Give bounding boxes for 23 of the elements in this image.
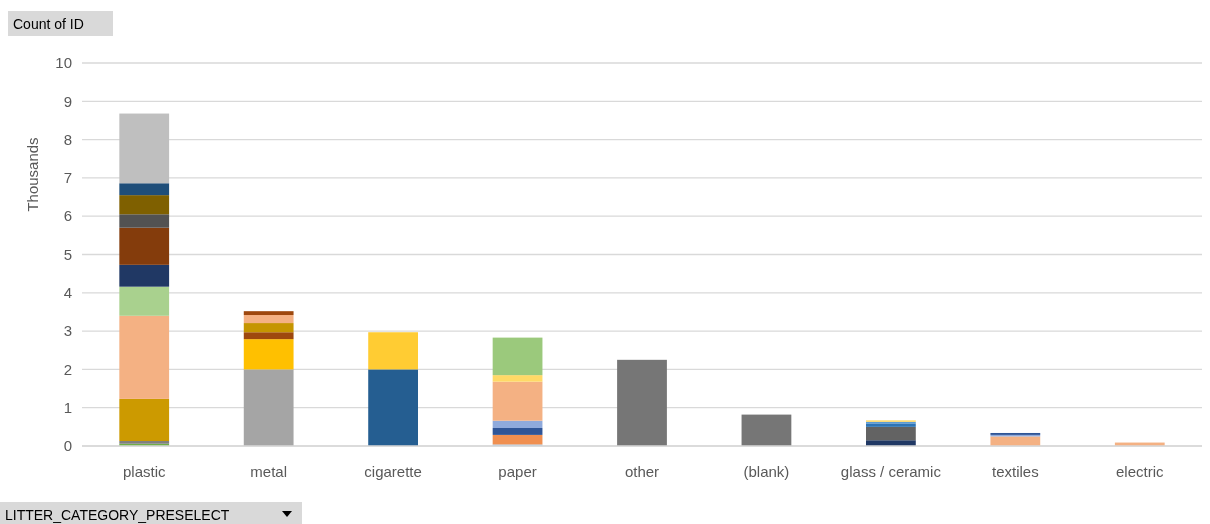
- x-tick-label: (blank): [743, 463, 790, 480]
- y-tick-label: 8: [63, 130, 72, 148]
- text: LITTER_CATEGORY_PRESELECT: [5, 507, 230, 523]
- x-tick-label: cigarette: [364, 463, 422, 480]
- y-tick-label: 0: [63, 437, 72, 455]
- x-tick-label: paper: [498, 463, 537, 480]
- y-tick-label: 10: [55, 54, 72, 72]
- y-tick-label: 2: [63, 360, 72, 378]
- y-tick-label: 4: [63, 284, 72, 302]
- x-tick-label: other: [624, 463, 660, 480]
- x-tick-label: textiles: [991, 463, 1039, 480]
- y-tick-label: 9: [63, 92, 72, 110]
- chart-title: Count of ID: [13, 16, 84, 32]
- y-tick-label: 1: [63, 398, 72, 416]
- y-tick-label: 6: [63, 207, 72, 225]
- y-axis-title: Thousands: [24, 137, 41, 212]
- y-tick-label: 3: [63, 322, 72, 340]
- y-tick-label: 5: [63, 245, 72, 263]
- x-tick-label: glass / ceramic: [840, 463, 942, 480]
- x-tick-label: metal: [250, 463, 288, 480]
- x-tick-label: electric: [1116, 463, 1165, 480]
- x-tick-label: plastic: [122, 463, 166, 480]
- y-tick-label: 7: [63, 169, 72, 187]
